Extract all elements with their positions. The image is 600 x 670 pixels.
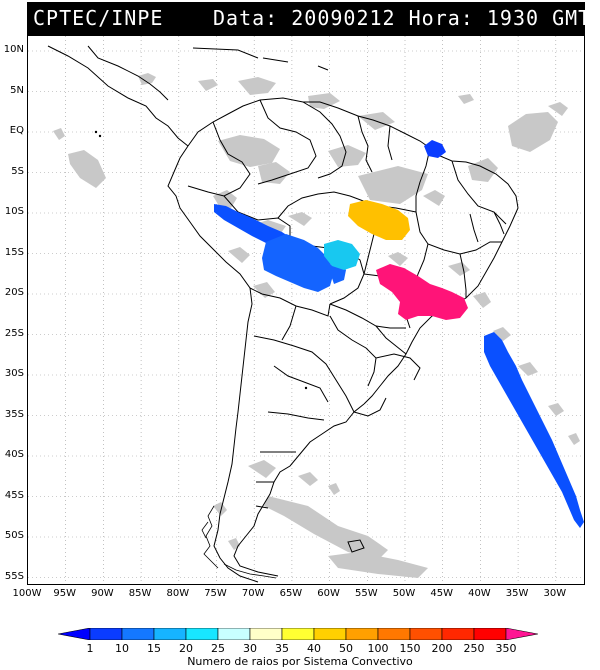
lat-label: 5N xyxy=(10,84,24,96)
system-yellow-para xyxy=(348,200,410,240)
colorbar-label: 150 xyxy=(399,642,421,655)
lat-label: 15S xyxy=(4,246,24,258)
system-blue-north xyxy=(424,140,446,158)
lat-label: 30S xyxy=(4,368,24,379)
colorbar-label: 100 xyxy=(367,642,389,655)
colorbar-label: 200 xyxy=(431,642,453,655)
colorbar-title: Numero de raios por Sistema Convectivo xyxy=(187,655,413,668)
colorbar-label: 250 xyxy=(463,642,485,655)
lon-label: 55W xyxy=(354,588,378,599)
lon-label: 35W xyxy=(505,588,529,599)
country-borders xyxy=(47,45,519,583)
lon-label: 70W xyxy=(241,588,265,599)
cloud-cover xyxy=(53,73,580,578)
lat-label: 40S xyxy=(4,449,24,460)
lon-label: 100W xyxy=(12,588,42,599)
colorbar-segment xyxy=(345,628,379,640)
lon-label: 50W xyxy=(392,588,416,599)
colorbar-label: 350 xyxy=(495,642,517,655)
system-pink-southeast xyxy=(376,264,468,320)
colorbar-segment xyxy=(121,628,155,640)
lon-label: 85W xyxy=(128,588,152,599)
lon-label: 40W xyxy=(468,588,491,599)
grid-lines xyxy=(28,36,584,584)
colorbar-segment xyxy=(217,628,251,640)
colorbar-label: 30 xyxy=(243,642,257,655)
lon-label: 65W xyxy=(279,588,303,599)
system-cyan-mato-grosso xyxy=(324,240,360,270)
lat-label: 5S xyxy=(11,165,24,177)
colorbar-segment xyxy=(249,628,283,640)
lat-label: EQ xyxy=(9,125,24,136)
colorbar-label: 1 xyxy=(86,642,94,655)
colorbar-segment xyxy=(153,628,187,640)
lon-label: 90W xyxy=(91,588,114,599)
header-bar: CPTEC/INPE Data: 20090212 Hora: 1930 GMT xyxy=(27,2,590,35)
lat-label: 25S xyxy=(4,327,24,339)
chile-fjords xyxy=(201,505,277,579)
header-datetime: Data: 20090212 Hora: 1930 GMT xyxy=(213,6,592,30)
header-source: CPTEC/INPE xyxy=(33,6,164,30)
map-svg xyxy=(28,36,584,584)
lon-label: 95W xyxy=(53,588,76,599)
convective-systems xyxy=(214,140,584,528)
lon-label: 30W xyxy=(543,588,567,599)
colorbar-label: 10 xyxy=(115,642,129,655)
lon-label: 60W xyxy=(317,588,340,599)
colorbar-segment xyxy=(441,628,475,640)
colorbar-segment xyxy=(281,628,315,640)
colorbar-segment xyxy=(409,628,443,640)
lat-label: 20S xyxy=(4,287,24,298)
map-frame xyxy=(27,35,585,585)
colorbar-segment xyxy=(313,628,347,640)
colorbar-segment xyxy=(505,628,538,640)
lat-label: 50S xyxy=(4,530,24,541)
colorbar-label: 50 xyxy=(339,642,353,655)
lon-label: 75W xyxy=(204,588,227,599)
system-blue-coast-east xyxy=(484,332,584,528)
lat-label: 35S xyxy=(4,408,24,420)
colorbar-segment xyxy=(377,628,411,640)
colorbar-segment xyxy=(473,628,507,640)
colorbar-label: 35 xyxy=(275,642,289,655)
colorbar-label: 15 xyxy=(147,642,161,655)
lon-label: 45W xyxy=(430,588,453,599)
colorbar-label: 25 xyxy=(211,642,225,655)
colorbar-segment xyxy=(58,628,91,640)
lat-label: 10S xyxy=(4,206,24,217)
colorbar-label: 40 xyxy=(307,642,321,655)
system-blue-bolivia xyxy=(262,234,346,292)
colorbar-segment xyxy=(185,628,219,640)
lat-label: 10N xyxy=(3,44,24,55)
lon-label: 80W xyxy=(166,588,190,599)
colorbar-label: 20 xyxy=(179,642,193,655)
colorbar xyxy=(58,628,538,640)
misc-cells xyxy=(94,130,308,390)
lat-label: 45S xyxy=(4,489,24,501)
colorbar-segment xyxy=(89,628,123,640)
lat-label: 55S xyxy=(4,570,24,582)
